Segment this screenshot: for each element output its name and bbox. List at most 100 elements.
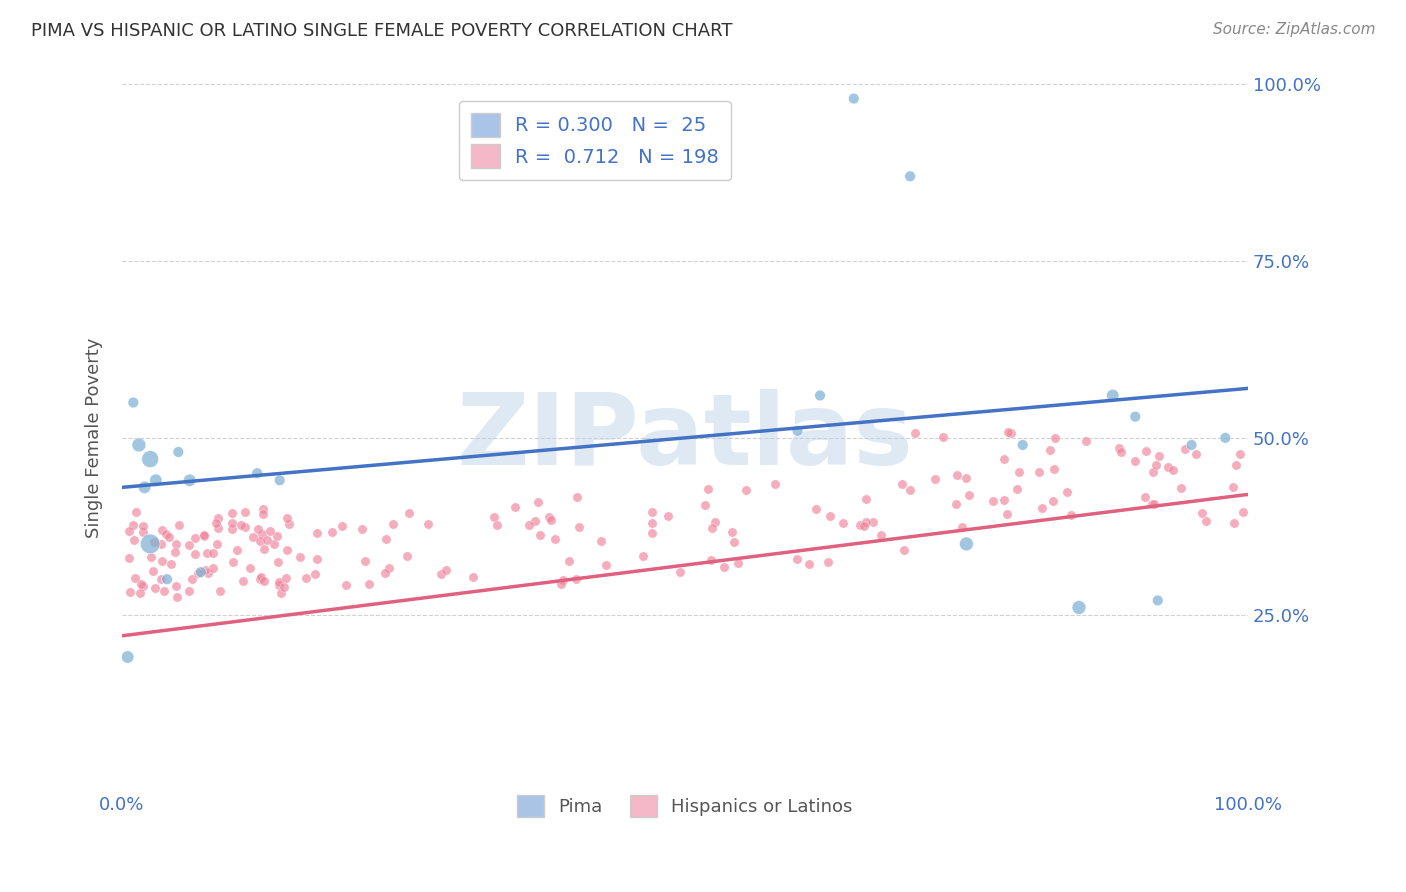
Legend: Pima, Hispanics or Latinos: Pima, Hispanics or Latinos xyxy=(510,789,860,825)
Point xyxy=(1108,441,1130,455)
Point xyxy=(1143,497,1166,511)
Point xyxy=(132,579,155,593)
Point xyxy=(207,536,229,550)
Point xyxy=(1213,431,1236,445)
Point xyxy=(891,476,914,491)
Point xyxy=(946,467,969,482)
Point xyxy=(167,518,190,533)
Point xyxy=(1043,462,1066,476)
Point xyxy=(157,530,180,544)
Point xyxy=(550,577,572,591)
Point xyxy=(118,524,141,539)
Point xyxy=(786,424,808,438)
Point xyxy=(207,510,229,524)
Point xyxy=(1005,482,1028,496)
Point xyxy=(1031,501,1053,516)
Point xyxy=(1135,444,1157,458)
Point xyxy=(165,545,187,559)
Point xyxy=(150,572,173,586)
Point xyxy=(641,526,664,541)
Point xyxy=(276,543,298,558)
Point xyxy=(820,509,842,524)
Point xyxy=(505,500,527,514)
Point xyxy=(544,532,567,546)
Point xyxy=(529,528,551,542)
Point xyxy=(354,554,377,568)
Point xyxy=(165,579,187,593)
Point xyxy=(955,471,977,485)
Point xyxy=(166,590,188,604)
Point xyxy=(256,533,278,547)
Point xyxy=(142,564,165,578)
Point xyxy=(249,533,271,548)
Point xyxy=(565,572,588,586)
Point xyxy=(184,547,207,561)
Point xyxy=(997,425,1019,439)
Point xyxy=(723,535,745,549)
Point xyxy=(202,546,225,560)
Point xyxy=(734,483,756,497)
Point xyxy=(124,505,146,519)
Point xyxy=(565,490,588,504)
Point xyxy=(276,510,298,524)
Point xyxy=(1229,447,1251,461)
Point xyxy=(145,473,167,487)
Point xyxy=(527,495,550,509)
Point xyxy=(568,520,591,534)
Point xyxy=(1191,506,1213,520)
Point xyxy=(350,522,373,536)
Point xyxy=(668,565,690,579)
Point xyxy=(1222,516,1244,530)
Point xyxy=(1123,453,1146,467)
Point xyxy=(149,537,172,551)
Point xyxy=(898,169,921,184)
Text: Source: ZipAtlas.com: Source: ZipAtlas.com xyxy=(1212,22,1375,37)
Point xyxy=(208,583,231,598)
Point xyxy=(335,578,357,592)
Point xyxy=(993,451,1015,466)
Point xyxy=(1109,444,1132,458)
Point xyxy=(195,546,218,560)
Point xyxy=(269,574,291,589)
Point xyxy=(595,558,617,572)
Point xyxy=(253,574,276,588)
Point xyxy=(786,551,808,566)
Point xyxy=(1195,515,1218,529)
Point xyxy=(252,527,274,541)
Point xyxy=(817,555,839,569)
Point xyxy=(1180,438,1202,452)
Point xyxy=(904,426,927,441)
Point xyxy=(1056,484,1078,499)
Point xyxy=(1161,463,1184,477)
Point xyxy=(120,585,142,599)
Point xyxy=(266,556,288,570)
Point xyxy=(194,563,217,577)
Point xyxy=(252,508,274,522)
Point xyxy=(893,542,915,557)
Point xyxy=(205,516,228,530)
Point xyxy=(202,561,225,575)
Point xyxy=(434,562,457,576)
Point xyxy=(124,533,146,547)
Point xyxy=(540,513,562,527)
Point xyxy=(263,537,285,551)
Point xyxy=(538,509,561,524)
Point xyxy=(259,524,281,538)
Point xyxy=(945,498,967,512)
Point xyxy=(1133,491,1156,505)
Point xyxy=(128,438,150,452)
Point xyxy=(1185,447,1208,461)
Point xyxy=(981,494,1004,508)
Point xyxy=(139,537,162,551)
Point xyxy=(374,566,396,580)
Point xyxy=(121,517,143,532)
Point xyxy=(247,522,270,536)
Point xyxy=(1039,443,1062,458)
Point xyxy=(631,549,654,563)
Point xyxy=(1222,480,1244,494)
Point xyxy=(1101,388,1123,402)
Point xyxy=(141,549,163,564)
Point xyxy=(482,510,505,524)
Point xyxy=(852,518,875,533)
Point xyxy=(1045,431,1067,445)
